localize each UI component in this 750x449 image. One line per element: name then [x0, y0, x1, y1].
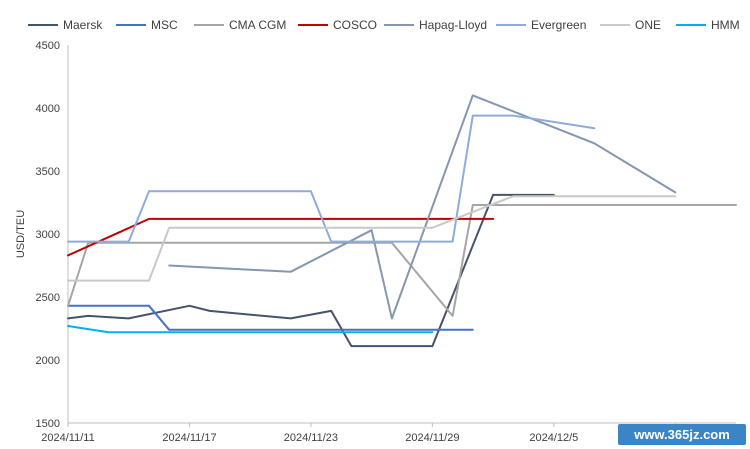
y-tick-label: 3000: [36, 229, 60, 241]
legend-item: Hapag-Lloyd: [384, 18, 487, 32]
series-line-maersk: [67, 193, 555, 348]
legend-item: ONE: [600, 18, 661, 32]
y-tick-label: 2000: [36, 355, 60, 367]
legend-label: Maersk: [63, 18, 103, 32]
x-tick-labels: 2024/11/11 2024/11/17 2024/11/23 2024/11/29…: [41, 423, 702, 444]
series-line-hapag-lloyd: [168, 94, 677, 320]
x-tick-label: 2024/12/5: [529, 432, 578, 444]
watermark-background: [618, 424, 746, 445]
watermark-text: www.365jz.com: [633, 427, 730, 442]
legend-label: COSCO: [333, 18, 377, 32]
legend-item: CMA CGM: [194, 18, 286, 32]
series-lines: [67, 94, 737, 348]
legend-label: Evergreen: [531, 18, 586, 32]
y-tick-label: 3500: [36, 166, 60, 178]
x-tick-label: 2024/11/11: [41, 432, 94, 444]
legend-item: Evergreen: [496, 18, 586, 32]
y-tick-labels: 1500 2000 2500 3000 3500 4000 4500: [36, 40, 60, 430]
series-line-hmm: [67, 325, 434, 334]
x-tick-label: 2024/11/29: [405, 432, 459, 444]
y-tick-label: 4000: [36, 103, 60, 115]
y-tick-label: 2500: [36, 292, 60, 304]
series-line-one: [67, 195, 677, 282]
legend-label: CMA CGM: [229, 18, 286, 32]
y-tick-label: 4500: [36, 40, 60, 52]
series-line-evergreen: [67, 114, 596, 243]
y-tick-label: 1500: [36, 418, 60, 430]
legend-item: COSCO: [298, 18, 377, 32]
legend-label: HMM: [711, 18, 740, 32]
x-tick-label: 2024/11/17: [162, 432, 216, 444]
series-line-cma-cgm: [67, 204, 737, 317]
series-line-cosco: [67, 217, 495, 257]
x-tick-label: 2024/11/23: [284, 432, 338, 444]
legend-label: ONE: [635, 18, 661, 32]
y-axis-title: USD/TEU: [15, 210, 27, 258]
watermark: www.365jz.com: [618, 424, 746, 445]
legend-label: Hapag-Lloyd: [419, 18, 487, 32]
series-line-msc: [67, 304, 474, 331]
legend-item: HMM: [676, 18, 740, 32]
legend-item: MSC: [116, 18, 178, 32]
legend: Maersk MSC CMA CGM COSCO Hapag-Lloyd Evergree…: [28, 18, 740, 32]
legend-item: Maersk: [28, 18, 103, 32]
legend-label: MSC: [151, 18, 178, 32]
